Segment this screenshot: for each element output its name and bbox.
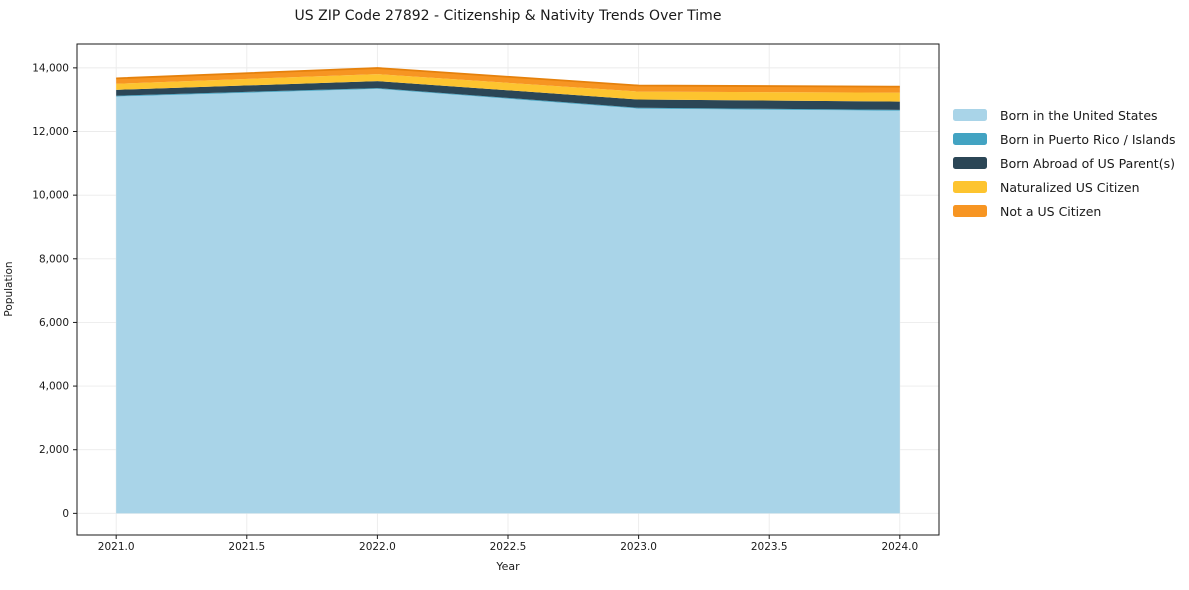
y-tick-label: 8,000 (39, 253, 69, 265)
y-tick-label: 10,000 (32, 190, 69, 202)
legend-label: Born in Puerto Rico / Islands (1000, 131, 1176, 147)
chart-title: US ZIP Code 27892 - Citizenship & Nativi… (294, 8, 722, 24)
x-tick-label: 2022.0 (359, 541, 396, 553)
area-series-2 (116, 81, 900, 110)
y-tick-label: 0 (62, 508, 69, 520)
stack-top-edge (116, 67, 900, 88)
legend-label: Born Abroad of US Parent(s) (1000, 155, 1175, 171)
x-axis-label: Year (496, 560, 520, 573)
y-tick-label: 2,000 (39, 444, 69, 456)
legend-item: Born Abroad of US Parent(s) (953, 151, 1176, 175)
legend-swatch (953, 109, 987, 121)
x-tick-label: 2021.5 (228, 541, 265, 553)
y-tick-label: 4,000 (39, 381, 69, 393)
legend-item: Not a US Citizen (953, 199, 1176, 223)
legend-swatch (953, 133, 987, 145)
legend: Born in the United States Born in Puerto … (953, 103, 1176, 223)
x-tick-label: 2023.0 (620, 541, 657, 553)
x-tick-label: 2021.0 (98, 541, 135, 553)
legend-item: Born in the United States (953, 103, 1176, 127)
area-series-3 (116, 74, 900, 102)
x-tick-label: 2024.0 (881, 541, 918, 553)
area-series-0 (116, 88, 900, 514)
legend-item: Naturalized US Citizen (953, 175, 1176, 199)
y-tick-label: 12,000 (32, 126, 69, 138)
legend-label: Not a US Citizen (1000, 203, 1102, 219)
legend-swatch (953, 157, 987, 169)
legend-label: Born in the United States (1000, 107, 1158, 123)
y-axis-label: Population (3, 261, 15, 317)
legend-swatch (953, 205, 987, 217)
x-tick-label: 2023.5 (751, 541, 788, 553)
y-tick-label: 14,000 (32, 62, 69, 74)
x-tick-label: 2022.5 (490, 541, 527, 553)
legend-label: Naturalized US Citizen (1000, 179, 1140, 195)
legend-item: Born in Puerto Rico / Islands (953, 127, 1176, 151)
legend-swatch (953, 181, 987, 193)
y-tick-label: 6,000 (39, 317, 69, 329)
